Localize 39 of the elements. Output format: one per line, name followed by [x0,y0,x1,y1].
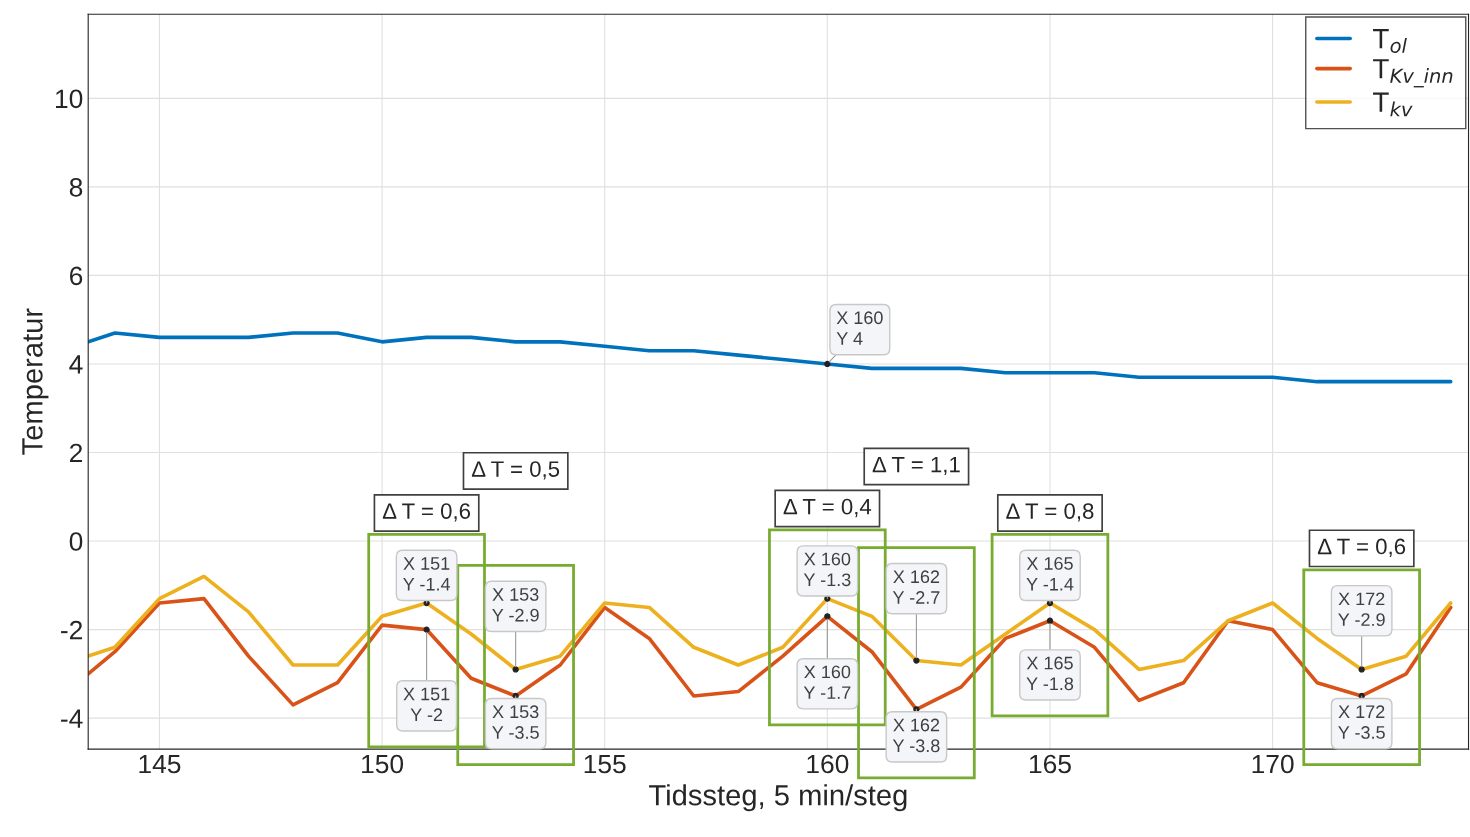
x-tick-label: 170 [1252,754,1294,774]
x-tick-label: 150 [362,754,404,774]
y-tick-label: 2 [69,443,83,463]
annotation: Δ T = 1,1 [872,456,960,476]
annotation: X 153 Y -3.5 [492,705,539,739]
annotation: X 153 Y -2.9 [492,588,539,622]
line-series [88,331,1453,384]
annotation: X 172 Y -2.9 [1338,592,1385,627]
annotation: X 165 Y -1.4 [1026,557,1074,591]
annotation: X 165 Y -1.8 [1026,656,1074,691]
annotation: Δ T = 0,6 [1317,538,1406,557]
legend-label: T$_{Kv_inn}$ [1373,59,1453,88]
x-tick-label: 145 [139,754,181,774]
x-axis-title: Tidssteg, 5 min/steg [649,784,907,812]
y-axis-title: Temperatur [22,308,49,455]
annotation: Δ T = 0,5 [471,461,560,480]
annotation: X 151 Y -2 [403,687,450,721]
x-tick-label: 155 [584,754,626,774]
annotation: X 160 Y -1.7 [803,665,851,699]
annotation: X 172 Y -3.5 [1338,705,1385,739]
y-tick-label: 10 [56,89,83,109]
annotation: Δ T = 0,8 [1006,503,1094,522]
annotation: Δ T = 0,4 [783,498,872,518]
annotation: Δ T = 0,6 [382,503,471,522]
annotation: X 160 Y -1.3 [803,552,851,587]
annotation: X 160 Y 4 [836,311,883,345]
y-tick-label: 6 [70,266,83,286]
annotation: X 151 Y -1.4 [403,557,450,591]
legend-label: T$_{kv}$ [1373,92,1413,117]
annotation: X 162 Y -3.8 [892,718,940,753]
y-tick-label: 4 [69,355,83,374]
legend-label: T$_{ol}$ [1373,29,1407,54]
y-tick-label: 0 [69,532,83,551]
annotation: X 162 Y -2.7 [892,570,940,604]
y-tick-label: -4 [61,709,83,728]
y-tick-label: -2 [61,620,83,640]
x-tick-label: 160 [807,754,849,774]
x-tick-label: 165 [1029,754,1071,774]
y-tick-label: 8 [69,178,83,197]
